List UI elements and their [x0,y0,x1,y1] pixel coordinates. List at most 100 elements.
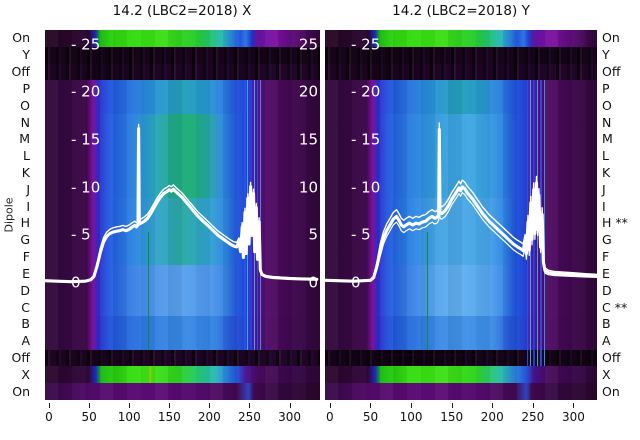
row-label: On [12,30,30,46]
row-label: O [602,97,612,113]
x-tick-label: 250 [237,410,261,424]
heatmap-row [45,366,320,384]
value-tick-label: 25 [298,35,318,54]
x-tick-label: 100 [399,410,423,424]
row-label: B [21,316,30,332]
x-tick-label: 50 [362,410,379,424]
row-label: On [12,383,30,399]
row-label: G [20,231,30,247]
x-tick-label: 250 [521,410,545,424]
beam-profile-curve [45,123,319,284]
value-tick-label: 0 [71,273,81,292]
x-tick [249,403,251,408]
heatmap-row [325,30,597,48]
heatmap-row [325,366,597,384]
row-label: E [22,265,30,281]
heatmap-row [325,332,597,351]
x-tick [129,403,131,408]
value-tick-label: 0 [351,273,361,292]
value-tick-label: - 25 [71,35,101,54]
row-label: N [20,114,30,130]
heatmap-row [325,130,597,149]
row-label: J [602,181,606,197]
heatmap-row [325,114,597,132]
heatmap-row [325,97,597,115]
value-tick-label: 20 [298,82,318,101]
x-tick-label: 150 [157,410,181,424]
row-label: Y [602,46,610,62]
x-tick [532,403,534,408]
heatmap-panel-y: - 25 - 20 - 15 - 10 - 5 0 [325,30,597,400]
vertical-stripe-overlay [148,231,150,350]
value-tick-label: - 5 [351,225,371,244]
value-tick-label: 5 [308,225,318,244]
heatmap-panel-x: - 25 25 - 20 20 - 15 15 - 10 10 - 5 5 0 0 [45,30,320,400]
heatmap-row [325,80,597,98]
row-label: P [22,80,30,96]
x-tick [89,403,91,408]
row-label: Y [22,46,30,62]
row-label: C [21,299,30,315]
x-tick [329,403,331,408]
x-tick [169,403,171,408]
row-label: P [602,80,610,96]
row-label: Off [11,63,30,79]
row-label: M [602,131,613,147]
heatmap-row [325,299,597,317]
value-tick-label: - 20 [351,82,381,101]
heatmap-row [45,30,320,48]
row-label: K [21,164,30,180]
row-label: N [602,114,612,130]
heatmap-row [45,349,320,368]
row-label: C ** [602,299,628,315]
x-tick-label: 200 [480,410,504,424]
vertical-stripe-overlay [427,231,429,350]
left-axis-row-labels: On Y Off P O N M L K J I H G F E D C B A Off X On [0,30,30,400]
row-label: Off [11,349,30,365]
row-label: X [21,366,30,382]
panel-title-x: 14.2 (LBC2=2018) X [112,3,252,19]
x-axis-panel-y: 0 50 100 150 200 250 300 [325,401,597,431]
value-tick-label: - 15 [71,130,101,149]
x-tick-label: 300 [278,410,301,424]
heatmap-row [45,63,320,82]
row-label: E [602,265,610,281]
row-label: D [20,282,30,298]
value-tick-label: - 10 [71,178,101,197]
row-label: H [20,215,30,231]
row-label: I [602,198,606,214]
row-label: L [23,147,30,163]
row-label: H ** [602,215,628,231]
row-label: F [602,248,610,264]
value-tick-label: - 20 [71,82,101,101]
heatmap-row [325,383,597,400]
row-label: F [22,248,30,264]
x-tick [451,403,453,408]
x-tick-label: 100 [117,410,141,424]
x-tick-label: 150 [440,410,464,424]
row-label: Off [602,349,621,365]
x-tick [370,403,372,408]
value-tick-label: - 25 [351,35,381,54]
x-tick-label: 300 [562,410,585,424]
heatmap-row [325,315,597,334]
x-tick [49,403,50,408]
value-tick-label: - 5 [71,225,91,244]
x-tick-label: 200 [197,410,221,424]
heatmap-row [325,265,597,283]
row-label: B [602,316,611,332]
row-label: A [602,332,611,348]
heatmap-row [325,147,597,166]
panel-title-y: 14.2 (LBC2=2018) Y [392,3,530,19]
row-label: X [602,366,611,382]
row-label: O [20,97,30,113]
row-label: On [602,383,620,399]
heatmap-row [325,63,597,82]
row-label: J [26,181,30,197]
heatmap-row [45,46,320,65]
right-axis-row-labels: On Y Off P O N M L K J I H ** G F E D C ** B A Off X On [602,30,640,400]
row-label: On [602,30,620,46]
x-tick-label: 50 [81,410,97,424]
value-tick-label: 15 [298,130,318,149]
